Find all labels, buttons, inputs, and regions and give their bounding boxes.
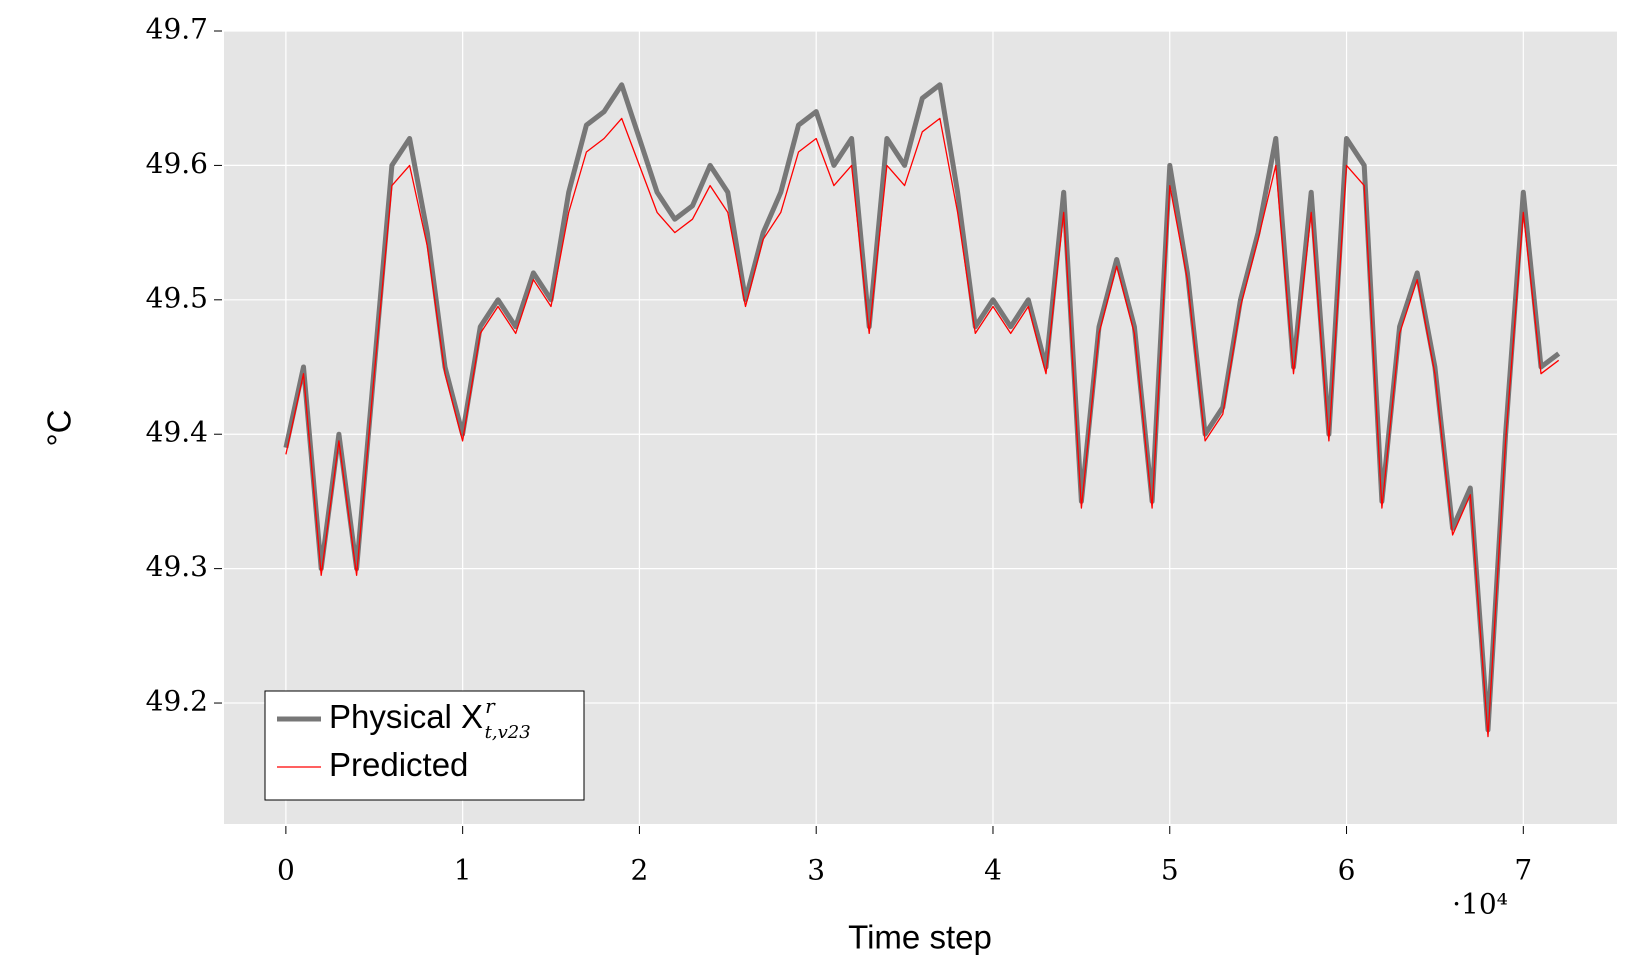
y-tick-label: 49.2 (146, 685, 208, 718)
y-tick-label: 49.6 (146, 147, 208, 180)
x-tick-label: 3 (807, 854, 825, 887)
x-tick-label: 6 (1338, 854, 1356, 887)
y-tick-label: 49.5 (146, 281, 208, 314)
legend-box (264, 690, 585, 801)
y-tick-label: 49.3 (146, 550, 208, 583)
legend-sub: t,v23 (485, 722, 531, 743)
x-tick-label: 7 (1514, 854, 1532, 887)
legend-name: Predicted (329, 746, 468, 783)
legend-name: Physical X (329, 698, 483, 735)
y-tick-label: 49.4 (146, 416, 208, 449)
x-axis-label: Time step (848, 919, 992, 955)
legend-sup: r (485, 694, 496, 718)
series-line (285, 117, 1560, 738)
y-axis-label: °C (41, 409, 78, 446)
x-tick-label: 0 (277, 854, 295, 887)
legend-label: Predicted (329, 746, 468, 783)
series-line (283, 82, 1561, 733)
x-tick-label: 4 (984, 854, 1002, 887)
x-tick-label: 5 (1161, 854, 1179, 887)
x-tick-label: 2 (631, 854, 649, 887)
y-tick-label: 49.7 (146, 13, 208, 46)
x-multiplier: ·10⁴ (1452, 888, 1508, 921)
x-tick-label: 1 (454, 854, 472, 887)
